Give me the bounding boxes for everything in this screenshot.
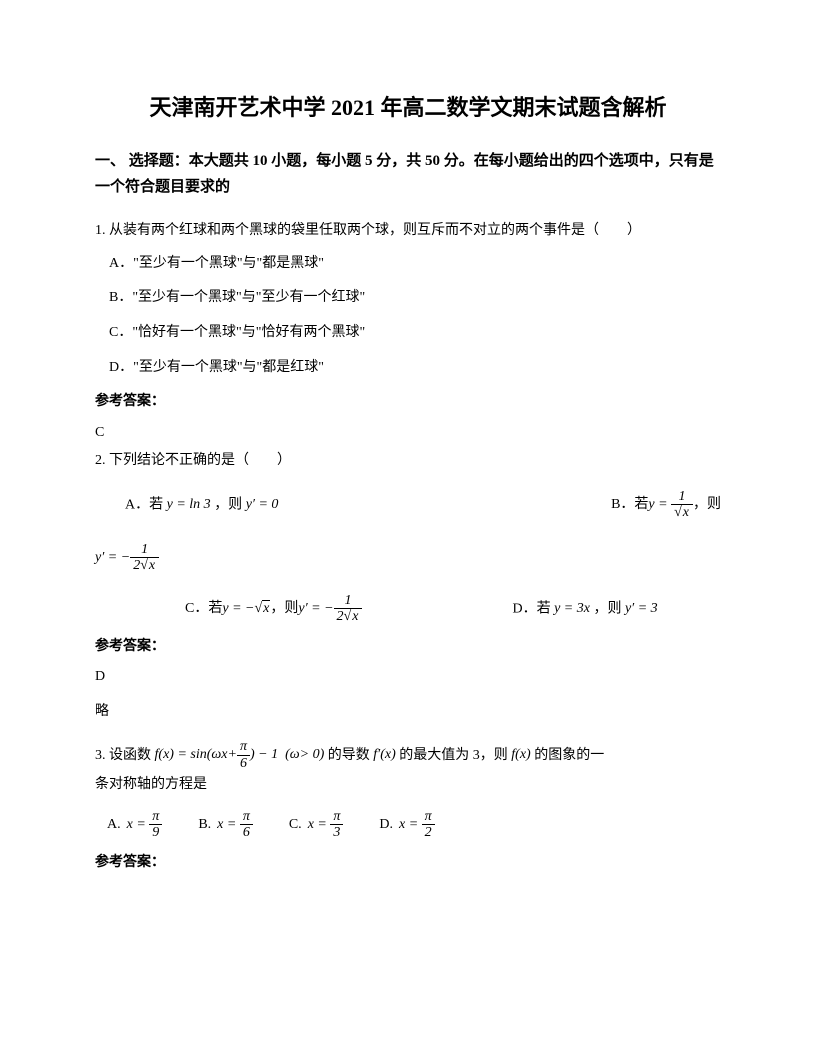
q3-part1: 3. 设函数	[95, 748, 155, 763]
q1-opt-c: C．"恰好有一个黑球"与"恰好有两个黑球"	[95, 320, 721, 347]
q2-d-eq2: y′ = 3	[625, 601, 658, 616]
q2-c-mid: ，则	[270, 598, 298, 620]
q2-slight: 略	[95, 701, 721, 723]
page-title: 天津南开艺术中学 2021 年高二数学文期末试题含解析	[95, 90, 721, 125]
q2-b-mid: ，则	[693, 494, 721, 516]
section-heading: 一、 选择题：本大题共 10 小题，每小题 5 分，共 50 分。在每小题给出的…	[95, 149, 721, 200]
q3-opt-c: C. x = π3	[289, 809, 344, 842]
q1-stem: 1. 从装有两个红球和两个黑球的袋里任取两个球，则互斥而不对立的两个事件是（ ）	[95, 218, 721, 245]
q3-fx-expr: f(x) = sin(ωx + π6 ) − 1 (ω > 0)	[155, 739, 325, 772]
q3-opt-b: B. x = π6	[198, 809, 253, 842]
q3-part4: 的图象的一	[534, 748, 604, 763]
q1-opt-a: A．"至少有一个黑球"与"都是黑球"	[95, 251, 721, 278]
q2-c-eq2: y′ = − 12√x	[298, 593, 362, 626]
q2-row-cd: C．若 y = −√x ，则 y′ = − 12√x D．若 y = 3x ，则…	[95, 593, 721, 626]
q3-options: A. x = π9 B. x = π6 C. x = π3 D. x = π2	[95, 809, 721, 842]
q2-a-eq1: y = ln 3	[167, 497, 211, 512]
q3-line2: 条对称轴的方程是	[95, 772, 721, 799]
q1-answer-value: C	[95, 422, 721, 444]
q3-d-eq: x = π2	[399, 809, 435, 842]
q2-b-prefix: B．若	[611, 494, 648, 516]
q2-a-mid: ，则	[214, 497, 246, 512]
q2-c-eq1: y = −√x	[222, 598, 270, 620]
q3-b-label: B.	[198, 814, 211, 836]
q2-b-eq1: y = 1√x	[648, 489, 693, 522]
q1-answer-label: 参考答案：	[95, 391, 721, 413]
q2-answer-label: 参考答案：	[95, 636, 721, 658]
q2-answer-value: D	[95, 666, 721, 688]
q2-opt-c: C．若 y = −√x ，则 y′ = − 12√x	[185, 593, 362, 626]
q2-stem: 2. 下列结论不正确的是（ ）	[95, 448, 721, 475]
q3-stem: 3. 设函数 f(x) = sin(ωx + π6 ) − 1 (ω > 0) …	[95, 739, 721, 772]
q3-part3: 的最大值为 3，则	[399, 748, 511, 763]
q2-opt-a: A．若 y = ln 3 ，则 y′ = 0	[95, 494, 278, 517]
q1-opt-d: D．"至少有一个黑球"与"都是红球"	[95, 355, 721, 382]
q3-a-eq: x = π9	[127, 809, 163, 842]
q3-fprime: f′(x)	[373, 747, 396, 762]
q3-c-label: C.	[289, 814, 302, 836]
q2-c-prefix: C．若	[185, 598, 222, 620]
q3-opt-a: A. x = π9	[107, 809, 162, 842]
q3-part2: 的导数	[328, 748, 374, 763]
q2-a-eq2: y′ = 0	[246, 497, 279, 512]
q1-opt-b: B．"至少有一个黑球"与"至少有一个红球"	[95, 285, 721, 312]
q2-b-result: y′ = − 12√x	[95, 542, 721, 575]
q3-b-eq: x = π6	[217, 809, 253, 842]
q3-opt-d: D. x = π2	[379, 809, 434, 842]
q2-d-mid: ，则	[593, 602, 625, 617]
q2-d-prefix: D．若	[512, 602, 554, 617]
q3-d-label: D.	[379, 814, 393, 836]
q3-fx2: f(x)	[511, 747, 530, 762]
q2-row-ab: A．若 y = ln 3 ，则 y′ = 0 B．若 y = 1√x ，则	[95, 489, 721, 522]
q2-opt-d: D．若 y = 3x ，则 y′ = 3	[512, 598, 657, 621]
q3-c-eq: x = π3	[308, 809, 344, 842]
q3-a-label: A.	[107, 814, 121, 836]
q2-a-prefix: A．若	[125, 497, 167, 512]
q2-b-eq2: y′ = − 12√x	[95, 542, 159, 575]
q3-answer-label: 参考答案：	[95, 852, 721, 874]
q2-d-eq1: y = 3x	[554, 601, 590, 616]
q2-opt-b: B．若 y = 1√x ，则	[611, 489, 721, 522]
